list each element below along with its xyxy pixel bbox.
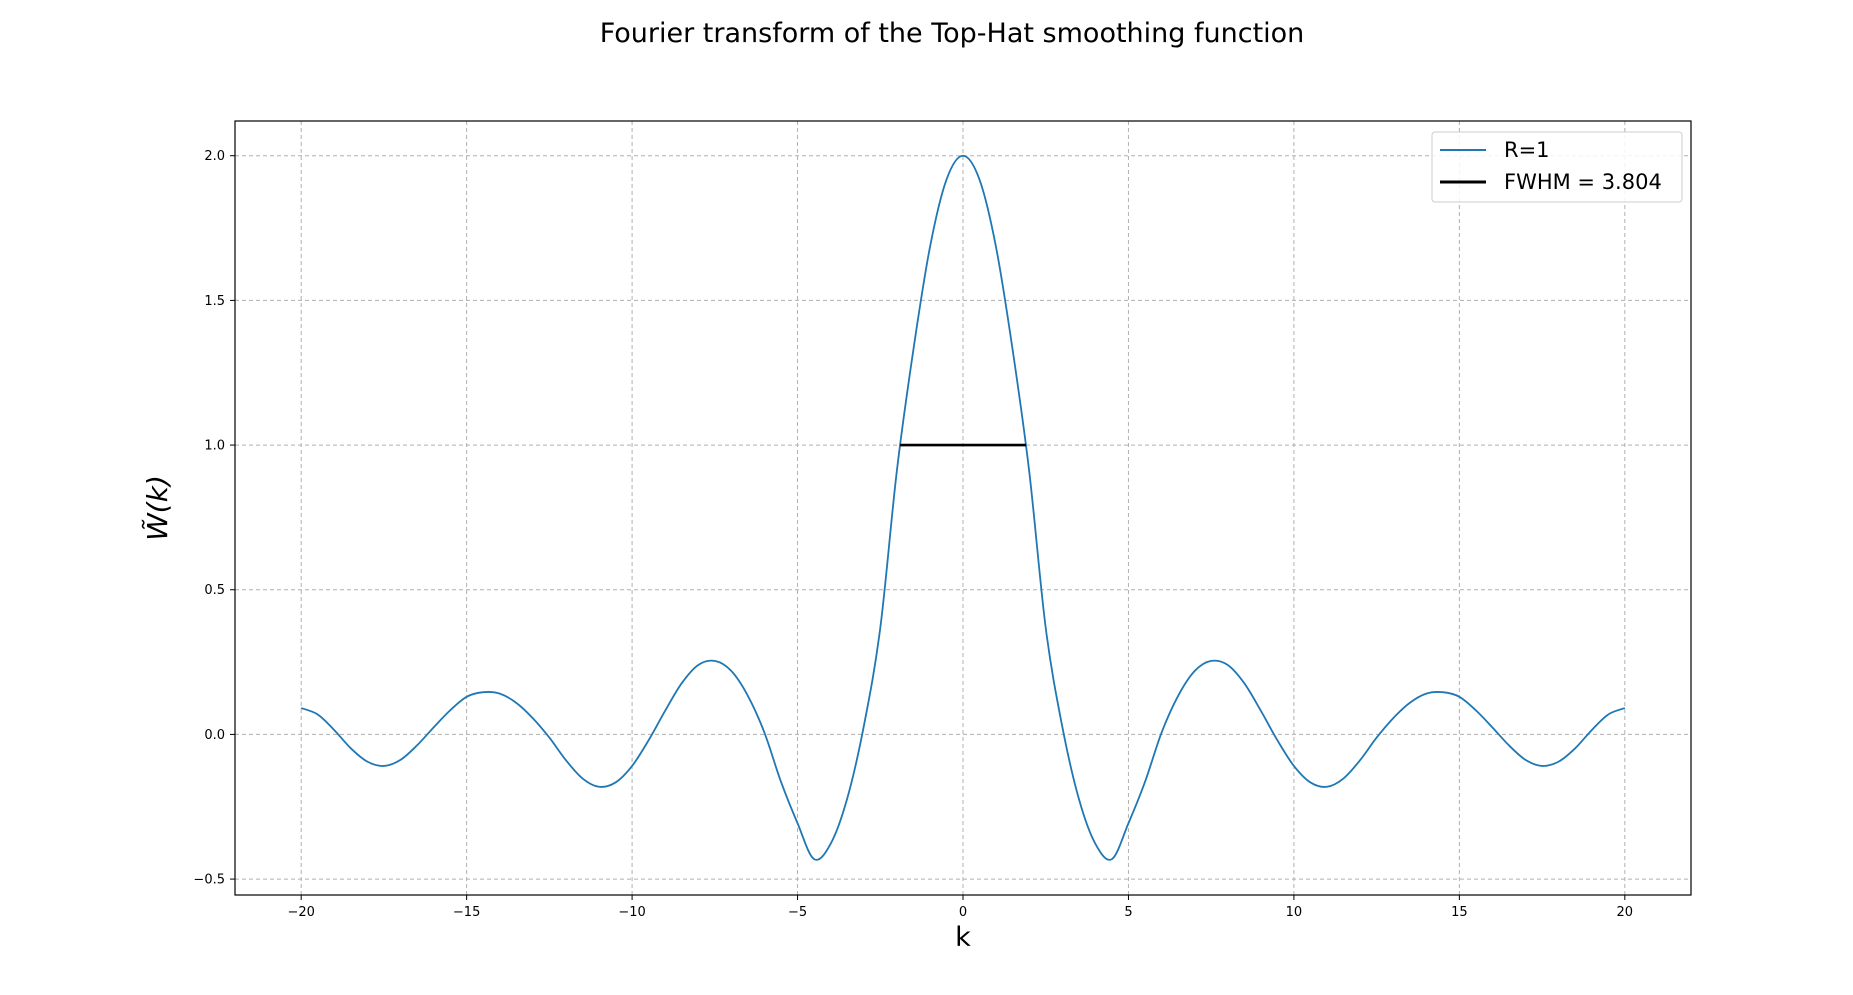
- series-line-r1: [300, 154, 1626, 861]
- y-axis-label: W̃(k): [141, 475, 174, 541]
- plot-series: [300, 154, 1626, 861]
- x-tick-label: 5: [1124, 905, 1132, 920]
- x-tick-label: 20: [1617, 905, 1634, 920]
- axis-ticks: −20 −15 −10 −5 0 5 10 15 20 −0.5 0.0 0.5 1.0 1.5 2.0: [193, 149, 1633, 920]
- grid: [235, 121, 1691, 895]
- x-tick-label: 10: [1286, 905, 1303, 920]
- x-tick-label: −5: [788, 905, 807, 920]
- y-tick-label: −0.5: [193, 873, 225, 888]
- chart-title: Fourier transform of the Top-Hat smoothi…: [600, 18, 1305, 49]
- x-tick-label: 0: [959, 905, 967, 920]
- y-tick-label: 1.0: [204, 439, 225, 454]
- x-axis-label: k: [955, 922, 971, 953]
- y-tick-label: 0.5: [204, 583, 225, 598]
- y-tick-label: 1.5: [204, 294, 225, 309]
- x-tick-label: 15: [1451, 905, 1468, 920]
- y-tick-label: 2.0: [204, 149, 225, 164]
- legend-label-r1: R=1: [1504, 138, 1550, 162]
- y-tick-label: 0.0: [204, 728, 225, 743]
- x-tick-label: −10: [618, 905, 645, 920]
- x-tick-label: −15: [453, 905, 480, 920]
- x-tick-label: −20: [287, 905, 314, 920]
- legend: R=1 FWHM = 3.804: [1431, 131, 1683, 203]
- legend-box: [1431, 131, 1683, 203]
- legend-label-fwhm: FWHM = 3.804: [1504, 170, 1662, 194]
